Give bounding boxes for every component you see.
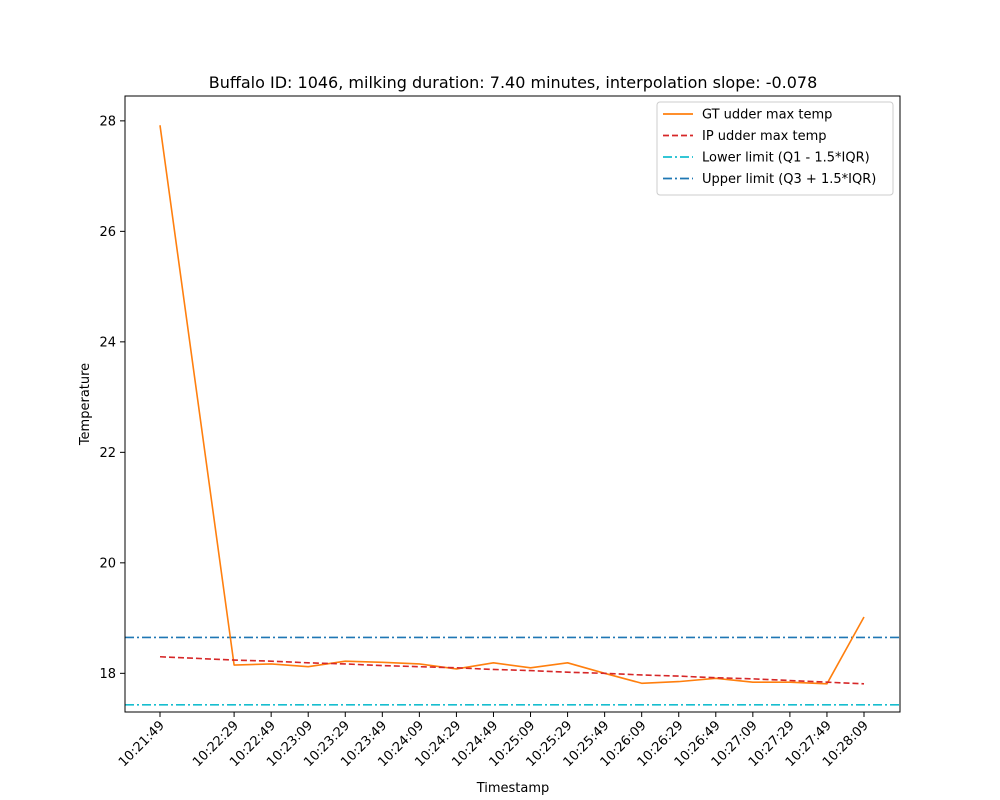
series-line-0 <box>159 125 865 685</box>
series-line-1 <box>159 655 865 685</box>
y-tick-label: 18 <box>99 667 116 682</box>
x-tick-label: 10:21:49 <box>116 718 168 770</box>
x-axis-title: Timestamp <box>476 781 550 796</box>
y-tick-label: 22 <box>99 446 116 461</box>
chart-title: Buffalo ID: 1046, milking duration: 7.40… <box>209 73 818 92</box>
y-axis: 18 20 22 24 26 28 <box>99 114 125 682</box>
legend-label-2: Lower limit (Q1 - 1.5*IQR) <box>702 151 870 166</box>
legend-box <box>656 101 894 196</box>
plot-area-frame <box>124 95 901 713</box>
y-tick-label: 26 <box>99 225 116 240</box>
y-tick-label: 24 <box>99 335 116 350</box>
y-axis-title: Temperature <box>78 363 93 446</box>
y-tick-label: 28 <box>99 114 116 129</box>
legend-label-3: Upper limit (Q3 + 1.5*IQR) <box>702 172 876 187</box>
y-tick-label: 20 <box>99 556 116 571</box>
x-axis: 10:21:49 10:22:2910:22:4910:23:0910:23:29… <box>116 712 872 770</box>
legend-label-1: IP udder max temp <box>702 129 827 144</box>
legend: GT udder max temp IP udder max temp Lower … <box>656 101 894 196</box>
legend-label-0: GT udder max temp <box>702 108 832 123</box>
